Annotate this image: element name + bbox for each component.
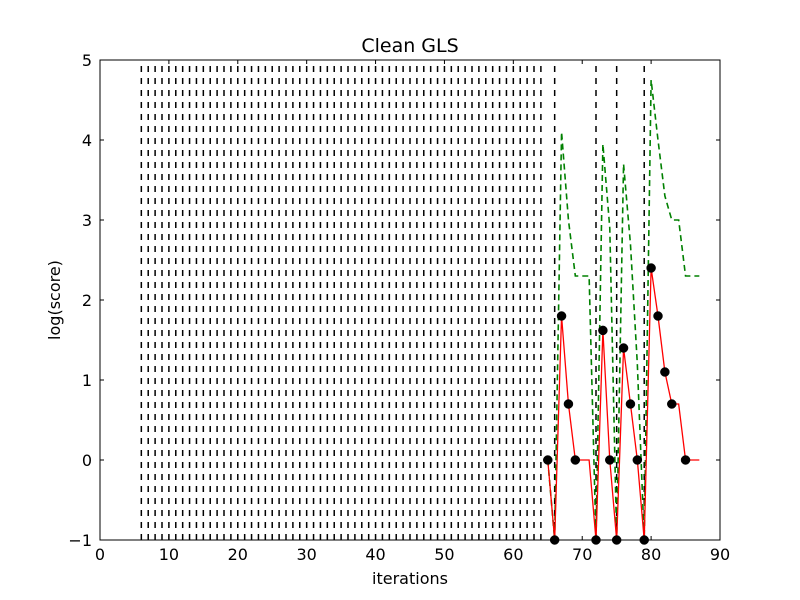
data-marker (598, 325, 608, 336)
chart-title: Clean GLS (361, 35, 458, 57)
x-tick-label: 50 (434, 545, 454, 564)
vertical-dashed-lines (140, 60, 645, 540)
y-tick-label: 2 (82, 291, 92, 310)
data-marker (646, 263, 656, 273)
y-tick-label: 3 (82, 211, 92, 230)
data-marker (570, 455, 581, 465)
data-marker (680, 455, 691, 465)
x-tick-label: 10 (159, 545, 179, 564)
x-axis-label: iterations (372, 569, 448, 588)
data-marker (563, 399, 574, 409)
y-tick-label: 4 (82, 131, 92, 150)
data-marker (625, 399, 636, 409)
x-tick-label: 20 (228, 545, 248, 564)
axis-ticks (99, 59, 721, 541)
y-tick-label: −1 (68, 531, 92, 550)
data-marker (653, 311, 663, 321)
y-tick-label: 0 (82, 451, 92, 470)
data-marker (667, 399, 677, 409)
x-tick-label: 70 (572, 545, 592, 564)
y-tick-label: 5 (82, 51, 92, 70)
data-marker (605, 455, 615, 465)
x-tick-label: 90 (710, 545, 730, 564)
y-tick-label: 1 (82, 371, 92, 390)
data-marker (632, 455, 643, 465)
x-tick-label: 40 (365, 545, 385, 564)
series-line-upper (546, 79, 700, 540)
data-marker (618, 343, 629, 353)
data-marker (660, 367, 670, 377)
y-axis-label: log(score) (45, 260, 64, 340)
x-tick-label: 0 (95, 545, 105, 564)
x-tick-label: 80 (641, 545, 661, 564)
data-marker (556, 311, 567, 321)
x-tick-label: 60 (503, 545, 523, 564)
x-tick-label: 30 (296, 545, 316, 564)
data-marker (543, 455, 553, 465)
